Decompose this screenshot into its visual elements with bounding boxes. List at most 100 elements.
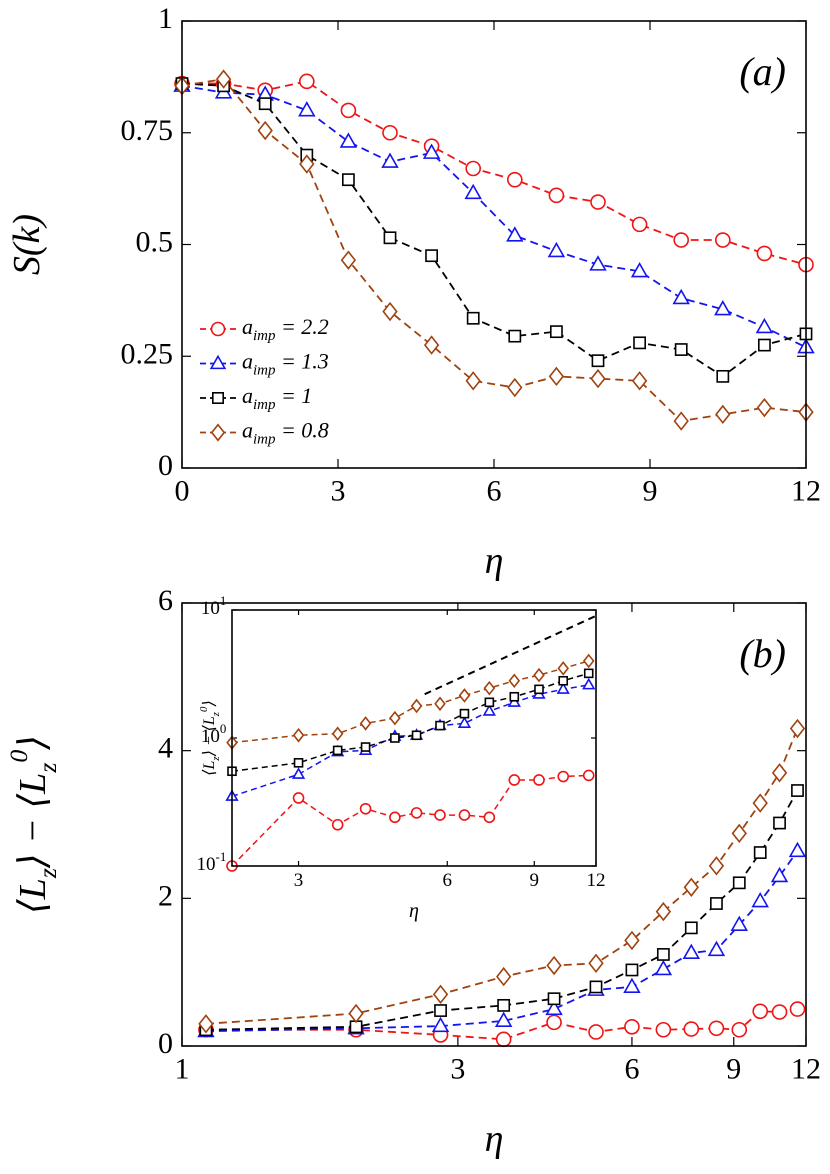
y-tick-label: 0	[158, 449, 173, 482]
marker	[298, 73, 315, 90]
marker	[683, 877, 699, 897]
marker	[458, 809, 471, 821]
marker	[770, 866, 789, 883]
marker	[482, 704, 496, 716]
panel: 0 3 6 9 12 0 0.25 0.5 0.75 1 (a) η S(k) aimp = 2.2 aim…	[6, 2, 821, 582]
marker	[299, 154, 315, 174]
x-axis-label: η	[485, 540, 504, 582]
series-line	[181, 78, 807, 423]
marker	[548, 366, 565, 387]
series-line	[181, 82, 807, 378]
marker	[708, 1020, 725, 1037]
marker	[557, 661, 569, 676]
marker	[547, 992, 561, 1006]
marker	[198, 1014, 214, 1034]
marker	[730, 915, 749, 931]
marker	[684, 921, 698, 935]
marker	[557, 770, 570, 783]
marker	[457, 716, 472, 728]
series-line	[205, 728, 799, 1025]
marker	[507, 377, 523, 398]
marker	[673, 411, 689, 431]
marker	[630, 261, 649, 278]
marker	[710, 897, 723, 910]
marker	[625, 963, 639, 977]
marker	[558, 675, 569, 686]
marker	[465, 371, 481, 391]
marker	[497, 998, 511, 1012]
marker	[788, 841, 807, 858]
marker	[547, 241, 566, 258]
panel-label: (b)	[739, 631, 786, 676]
marker	[556, 682, 570, 694]
marker	[292, 727, 305, 743]
marker	[212, 391, 225, 404]
marker	[756, 397, 773, 418]
marker	[633, 336, 646, 350]
marker	[534, 684, 544, 695]
marker	[683, 1021, 700, 1037]
marker	[425, 249, 438, 263]
marker	[588, 953, 604, 973]
marker	[682, 943, 701, 960]
x-tick-label: 6	[624, 1052, 639, 1085]
marker	[773, 816, 786, 830]
marker	[714, 232, 731, 248]
plot-background	[182, 21, 806, 468]
marker	[590, 368, 606, 389]
marker	[591, 354, 605, 368]
legend-label: aimp = 1.3	[242, 349, 329, 379]
marker	[546, 955, 562, 976]
marker	[410, 807, 423, 819]
marker	[210, 321, 226, 337]
marker	[484, 697, 495, 708]
marker	[549, 325, 563, 339]
panel: 3 6 9 12 10-1 100 101 η ⟨Lz⟩ − ⟨Lz0⟩	[197, 593, 606, 921]
marker	[508, 774, 521, 786]
legend-label: aimp = 2.2	[242, 314, 329, 344]
marker	[422, 143, 441, 159]
marker	[548, 187, 565, 204]
x-tick-label: 0	[175, 474, 190, 507]
marker	[293, 758, 304, 768]
y-tick-label: 0.25	[121, 337, 174, 370]
marker	[389, 710, 401, 726]
y-tick-label: 0	[158, 1027, 173, 1060]
x-tick-label: 6	[443, 871, 453, 892]
marker	[752, 1003, 769, 1020]
marker	[257, 120, 273, 141]
marker	[215, 69, 232, 89]
x-tick-label: 1	[175, 1052, 190, 1085]
marker	[588, 1024, 604, 1040]
panel-label: (a)	[739, 49, 786, 94]
marker	[757, 338, 771, 352]
x-tick-label: 12	[587, 871, 606, 892]
y-tick-label: 2	[158, 879, 173, 912]
marker	[771, 763, 788, 783]
marker	[631, 371, 648, 391]
marker	[546, 1014, 562, 1031]
x-tick-label: 3	[331, 474, 346, 507]
marker	[359, 802, 372, 815]
y-tick-label: 6	[158, 584, 173, 617]
reference-line	[424, 614, 597, 696]
marker	[423, 335, 440, 355]
marker	[731, 1021, 748, 1038]
marker	[753, 846, 767, 859]
marker	[672, 288, 690, 305]
marker	[210, 423, 226, 442]
marker	[731, 823, 747, 844]
y-tick-label: 0.75	[121, 114, 174, 147]
marker	[434, 809, 446, 821]
marker	[714, 299, 732, 316]
x-axis-label: η	[485, 1118, 504, 1160]
marker	[732, 876, 746, 890]
plot-frame	[181, 602, 807, 1047]
marker	[589, 255, 607, 271]
marker	[348, 1003, 364, 1024]
marker	[655, 901, 672, 922]
x-tick-label: 3	[294, 871, 304, 892]
marker	[382, 124, 398, 141]
marker	[716, 369, 730, 383]
